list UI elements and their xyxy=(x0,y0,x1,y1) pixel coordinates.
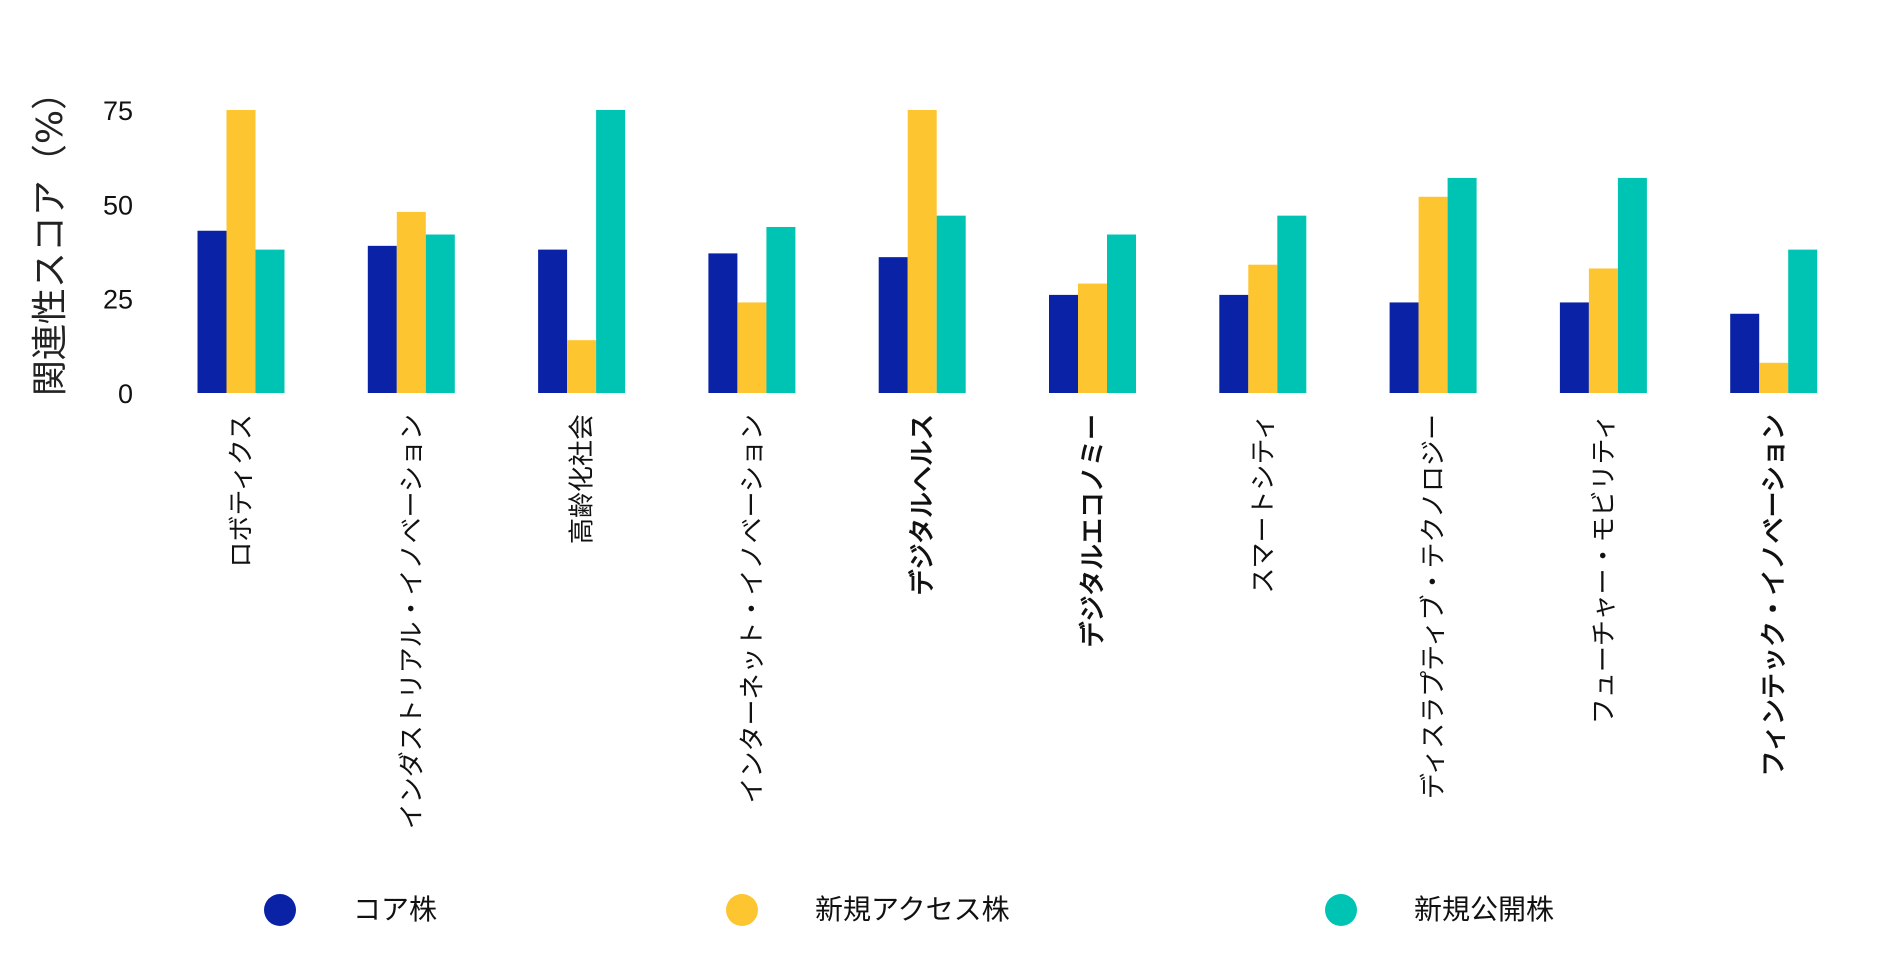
category-label: ロボティクス xyxy=(227,414,257,568)
bar-3-9 xyxy=(1617,177,1647,393)
y-tick-label: 25 xyxy=(103,285,133,315)
bar-3-3 xyxy=(596,110,626,393)
bar-1-7 xyxy=(1219,294,1249,393)
bar-2-10 xyxy=(1759,362,1789,393)
category-label: 高齢化社会 xyxy=(568,414,598,544)
legend-label: 新規公開株 xyxy=(1414,893,1554,926)
bar-3-2 xyxy=(425,234,455,393)
category-label: デジタルエコノミー xyxy=(1078,414,1109,647)
legend: コア株 新規アクセス株 新規公開株 xyxy=(264,893,1554,926)
bar-3-1 xyxy=(255,249,285,393)
bar-3-8 xyxy=(1447,177,1477,393)
y-tick-label: 0 xyxy=(118,379,133,409)
bar-3-6 xyxy=(1107,234,1136,393)
bar-1-10 xyxy=(1730,313,1760,393)
bar-2-1 xyxy=(226,110,256,393)
category-label: インダストリアル・イノベーション xyxy=(397,414,427,829)
category-label: スマートシティ xyxy=(1249,414,1279,594)
category-label: ディスラプティブ・テクノロジー xyxy=(1419,414,1449,799)
bar-2-2 xyxy=(396,211,426,393)
category-label: フィンテック・イノベーション xyxy=(1760,414,1790,776)
bar-2-5 xyxy=(907,110,937,393)
bar-1-3 xyxy=(538,249,568,393)
bar-2-7 xyxy=(1248,264,1278,393)
bar-1-6 xyxy=(1049,294,1078,393)
bar-1-9 xyxy=(1559,302,1589,393)
bar-3-4 xyxy=(766,226,796,393)
y-tick-label: 50 xyxy=(103,190,133,220)
bar-2-6 xyxy=(1078,283,1107,393)
y-axis-ticks: 0 25 50 75 xyxy=(103,96,133,409)
bar-2-8 xyxy=(1418,196,1448,393)
bar-1-5 xyxy=(878,257,908,393)
legend-marker xyxy=(1325,894,1357,926)
bar-1-4 xyxy=(708,253,738,393)
category-labels: ロボティクス インダストリアル・イノベーション 高齢化社会 インターネット・イノベーシ… xyxy=(227,414,1790,829)
legend-label: 新規アクセス株 xyxy=(815,893,1010,926)
bar-1-8 xyxy=(1389,302,1419,393)
category-label: デジタルヘルス xyxy=(907,414,938,595)
bar-2-3 xyxy=(567,340,597,393)
bar-1-1 xyxy=(197,230,227,393)
bar-2-9 xyxy=(1588,268,1618,393)
category-label: インターネット・イノベーション xyxy=(738,414,768,803)
y-axis-title: 関連性スコア（%） xyxy=(30,74,71,396)
category-label: フューチャー・モビリティ xyxy=(1589,414,1619,724)
bar-2-4 xyxy=(737,302,767,393)
bar-3-5 xyxy=(936,215,966,393)
legend-marker xyxy=(264,894,296,926)
legend-label: コア株 xyxy=(353,893,437,926)
legend-marker xyxy=(726,894,758,926)
bar-1-2 xyxy=(367,245,397,393)
y-tick-label: 75 xyxy=(103,96,133,126)
bars xyxy=(197,110,1818,393)
bar-3-7 xyxy=(1277,215,1307,393)
bar-3-10 xyxy=(1788,249,1818,393)
